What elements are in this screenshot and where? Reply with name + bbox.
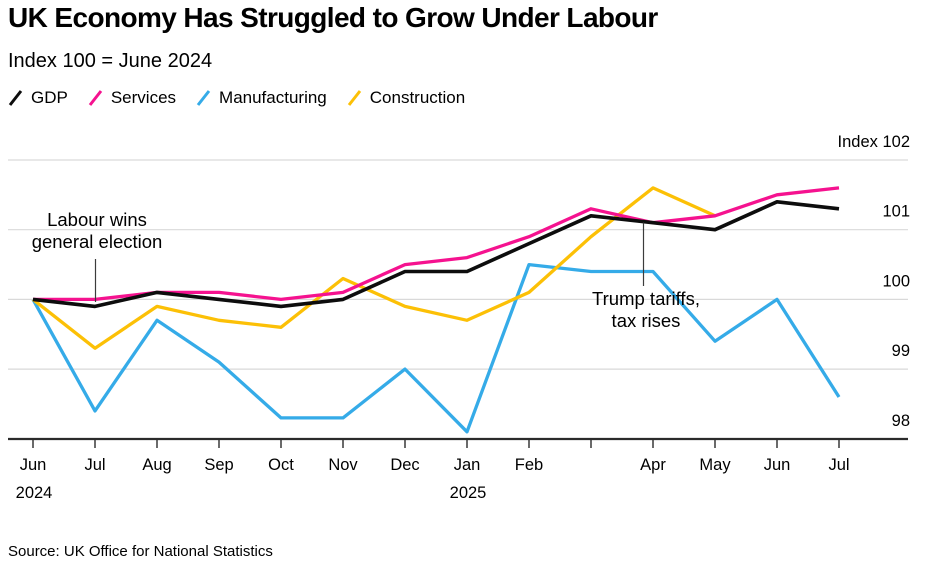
chart-subtitle: Index 100 = June 2024 — [8, 50, 213, 72]
x-axis-label-sep-3: Sep — [204, 456, 233, 474]
legend-item-construction: Construction — [347, 88, 465, 108]
x-axis-label-aug-2: Aug — [142, 456, 171, 474]
legend-slash-icon-manufacturing — [196, 89, 211, 107]
y-axis-label-98: 98 — [892, 412, 910, 430]
legend-slash-icon-construction — [347, 89, 362, 107]
x-axis-label-jun-0: Jun — [20, 456, 47, 474]
x-axis-label-jul-1: Jul — [84, 456, 105, 474]
series-line-manufacturing — [31, 262, 841, 434]
legend-slash-icon-gdp — [8, 89, 23, 107]
legend-label-manufacturing: Manufacturing — [219, 88, 327, 107]
annotation-labour-line1: Labour wins — [47, 209, 147, 230]
legend: GDP Services Manufacturing Construction — [8, 88, 485, 108]
x-axis-label-nov-5: Nov — [328, 456, 358, 474]
annotation-labour-line2: general election — [31, 230, 163, 252]
annotation-tariffs-line1: Trump tariffs, — [592, 288, 700, 309]
y-axis-label-101: 101 — [882, 203, 910, 221]
y-axis-label-102: Index 102 — [838, 133, 910, 151]
annotation-trump-tariffs: Trump tariffs, tax rises — [592, 288, 700, 331]
source-note: Source: UK Office for National Statistic… — [8, 543, 273, 560]
x-axis-label-jul-13: Jul — [828, 456, 849, 474]
x-axis-label-oct-4: Oct — [268, 456, 294, 474]
y-axis-label-100: 100 — [882, 272, 910, 290]
legend-item-services: Services — [88, 88, 176, 108]
x-axis-label-feb-8: Feb — [515, 456, 543, 474]
x-axis-label-jan-7: Jan — [454, 456, 481, 474]
legend-slash-icon-services — [88, 89, 103, 107]
series-line-gdp — [32, 200, 840, 309]
x-axis-label-may-11: May — [699, 456, 731, 474]
legend-label-construction: Construction — [369, 88, 466, 107]
legend-label-services: Services — [110, 88, 177, 107]
annotation-tariffs-line2: tax rises — [611, 309, 681, 331]
x-axis-label-dec-6: Dec — [390, 456, 419, 474]
chart-title: UK Economy Has Struggled to Grow Under L… — [8, 2, 658, 33]
legend-item-gdp: GDP — [8, 88, 68, 108]
legend-label-gdp: GDP — [31, 88, 68, 107]
x-axis-year-2025: 2025 — [450, 484, 487, 502]
annotation-labour-election: Labour wins general election — [32, 209, 163, 252]
legend-item-manufacturing: Manufacturing — [196, 88, 327, 108]
x-axis-label-jun-12: Jun — [764, 456, 791, 474]
x-axis-label-apr-10: Apr — [640, 456, 666, 474]
series-line-construction — [31, 186, 716, 350]
x-axis-year-2024: 2024 — [16, 484, 53, 502]
y-axis-label-99: 99 — [892, 342, 910, 360]
